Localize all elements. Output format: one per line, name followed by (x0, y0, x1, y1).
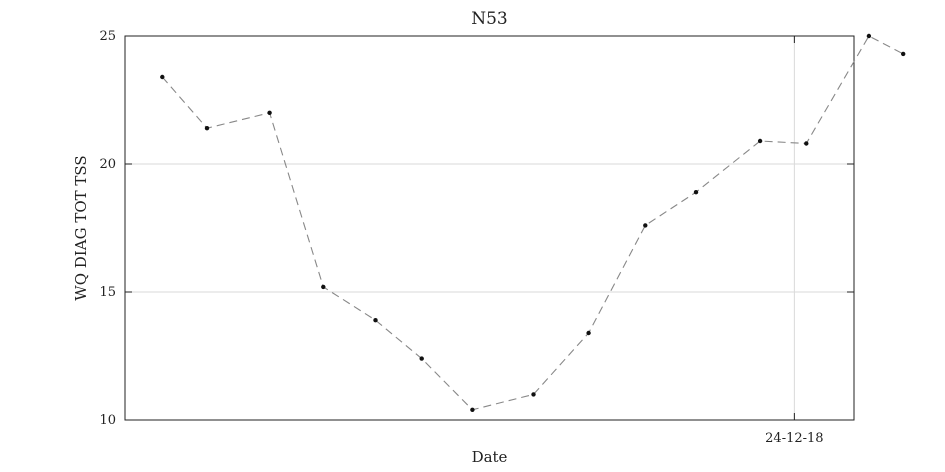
data-point (693, 190, 699, 195)
x-tick-label: 24-12-18 (765, 431, 823, 446)
data-point (531, 392, 536, 397)
y-axis-label: WQ DIAG TOT TSS (72, 155, 90, 300)
plot-area (124, 35, 855, 421)
series-layer (160, 33, 906, 412)
data-point (643, 223, 648, 228)
axis-ticks: 10 15 20 25 24-12-18 (99, 29, 854, 446)
data-point (267, 110, 272, 116)
data-point (204, 126, 210, 131)
data-point (757, 138, 763, 144)
data-point (321, 284, 326, 290)
y-tick-label: 20 (99, 157, 116, 172)
y-tick-label: 15 (99, 285, 116, 300)
data-point (901, 51, 906, 57)
x-axis-label: Date (472, 448, 508, 466)
data-point (160, 74, 165, 80)
data-point (470, 407, 475, 412)
data-point (419, 356, 424, 361)
chart-title: N53 (471, 9, 508, 29)
data-point (586, 330, 591, 336)
y-tick-label: 25 (99, 29, 116, 44)
series-line (161, 35, 904, 411)
data-point (804, 141, 809, 146)
y-tick-label: 10 (99, 413, 116, 428)
data-point (866, 33, 872, 39)
data-point (373, 318, 378, 323)
grid-lines (125, 36, 854, 420)
